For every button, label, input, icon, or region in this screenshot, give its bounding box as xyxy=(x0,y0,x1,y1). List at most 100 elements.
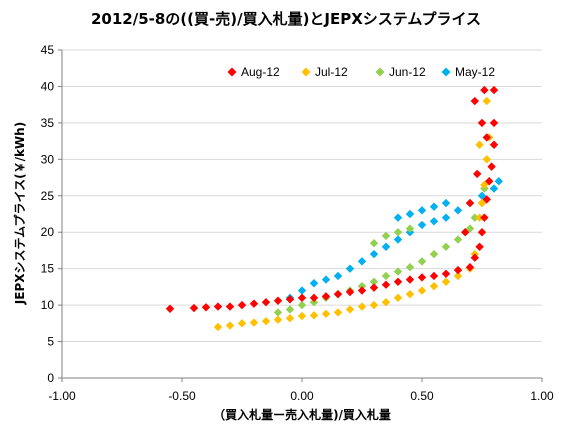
legend-marker xyxy=(441,67,451,77)
y-tick-label: 10 xyxy=(41,298,55,312)
data-point xyxy=(461,228,470,237)
data-point xyxy=(345,305,355,314)
data-point xyxy=(453,271,463,281)
y-tick-label: 5 xyxy=(47,335,54,349)
data-point xyxy=(470,213,479,222)
data-point xyxy=(381,231,391,241)
x-tick-labels: -1.00 -0.50 0.00 0.50 1.00 xyxy=(48,389,554,403)
data-point xyxy=(285,314,295,323)
y-tick-label: 35 xyxy=(41,116,55,130)
data-point xyxy=(465,224,475,233)
legend-item: Jun-12 xyxy=(375,65,426,79)
data-point xyxy=(237,319,247,328)
data-point xyxy=(477,118,487,128)
y-tick-label: 20 xyxy=(41,225,55,239)
data-point xyxy=(429,202,439,211)
data-point xyxy=(487,162,496,171)
legend-marker xyxy=(375,67,385,77)
legend-label: May-12 xyxy=(455,65,495,79)
data-point xyxy=(237,300,247,310)
data-point xyxy=(189,303,199,313)
data-point xyxy=(405,275,415,284)
data-point xyxy=(405,263,415,272)
data-point xyxy=(417,220,427,230)
data-point xyxy=(393,235,403,244)
data-point xyxy=(405,224,415,233)
data-point xyxy=(475,140,484,149)
data-point xyxy=(417,206,427,215)
data-point xyxy=(381,271,391,281)
data-point xyxy=(393,228,403,237)
data-point xyxy=(417,273,427,282)
data-point xyxy=(477,191,487,200)
data-point xyxy=(345,264,355,273)
legend-marker xyxy=(301,67,311,77)
data-point xyxy=(429,217,439,226)
data-point xyxy=(453,235,463,244)
data-point xyxy=(285,305,295,314)
gridlines xyxy=(62,49,542,343)
data-point xyxy=(489,184,499,193)
data-point xyxy=(480,85,489,95)
y-tick-label: 45 xyxy=(41,43,55,57)
x-tick-label: 0.50 xyxy=(410,389,434,403)
data-point xyxy=(201,303,211,312)
data-point xyxy=(441,277,451,286)
data-point xyxy=(470,253,479,262)
y-tick-labels: 0 5 10 15 20 25 30 35 40 45 xyxy=(41,43,55,385)
x-axis-label: （買入札量ー売入札量)/買入札量 xyxy=(213,407,391,422)
data-point xyxy=(165,304,175,313)
data-point xyxy=(225,321,235,330)
data-point xyxy=(309,311,319,320)
data-point xyxy=(429,271,439,281)
data-point xyxy=(357,257,367,266)
legend-marker xyxy=(227,67,237,77)
data-point xyxy=(470,96,479,106)
data-point xyxy=(369,300,379,310)
data-point xyxy=(333,308,343,317)
series-Jul-12 xyxy=(213,96,494,332)
data-point xyxy=(213,302,223,311)
data-point xyxy=(475,213,484,222)
data-point xyxy=(369,277,379,286)
data-point xyxy=(273,296,283,305)
chart-title: 2012/5-8の((買-売)/買入札量)とJEPXシステムプライス xyxy=(91,10,481,28)
data-point xyxy=(482,195,491,204)
data-point xyxy=(333,289,343,299)
data-point xyxy=(225,302,235,311)
data-point xyxy=(381,242,391,251)
legend-item: May-12 xyxy=(441,65,495,79)
y-tick-label: 25 xyxy=(41,189,55,203)
data-point xyxy=(357,286,367,295)
data-point xyxy=(297,293,307,303)
axes xyxy=(58,49,543,382)
data-point xyxy=(480,180,489,190)
legend-label: Jul-12 xyxy=(315,65,348,79)
y-tick-label: 30 xyxy=(41,152,55,166)
x-tick-label: -0.50 xyxy=(168,389,196,403)
data-point xyxy=(465,263,475,272)
data-point xyxy=(369,249,379,259)
data-point xyxy=(393,277,403,286)
data-point xyxy=(345,287,355,297)
data-point xyxy=(369,238,379,248)
data-point xyxy=(297,300,307,310)
data-point xyxy=(321,309,331,319)
data-point xyxy=(249,299,259,308)
data-point xyxy=(417,286,427,295)
data-point xyxy=(393,213,403,222)
data-point xyxy=(417,257,427,266)
data-point xyxy=(489,118,499,128)
plot-area xyxy=(165,85,503,332)
data-point xyxy=(482,155,491,164)
x-tick-label: 1.00 xyxy=(530,389,554,403)
data-point xyxy=(381,297,391,307)
legend-item: Jul-12 xyxy=(301,65,348,79)
data-point xyxy=(482,96,491,106)
data-point xyxy=(429,249,439,259)
data-point xyxy=(441,213,451,222)
data-point xyxy=(321,275,331,284)
data-point xyxy=(429,281,439,291)
